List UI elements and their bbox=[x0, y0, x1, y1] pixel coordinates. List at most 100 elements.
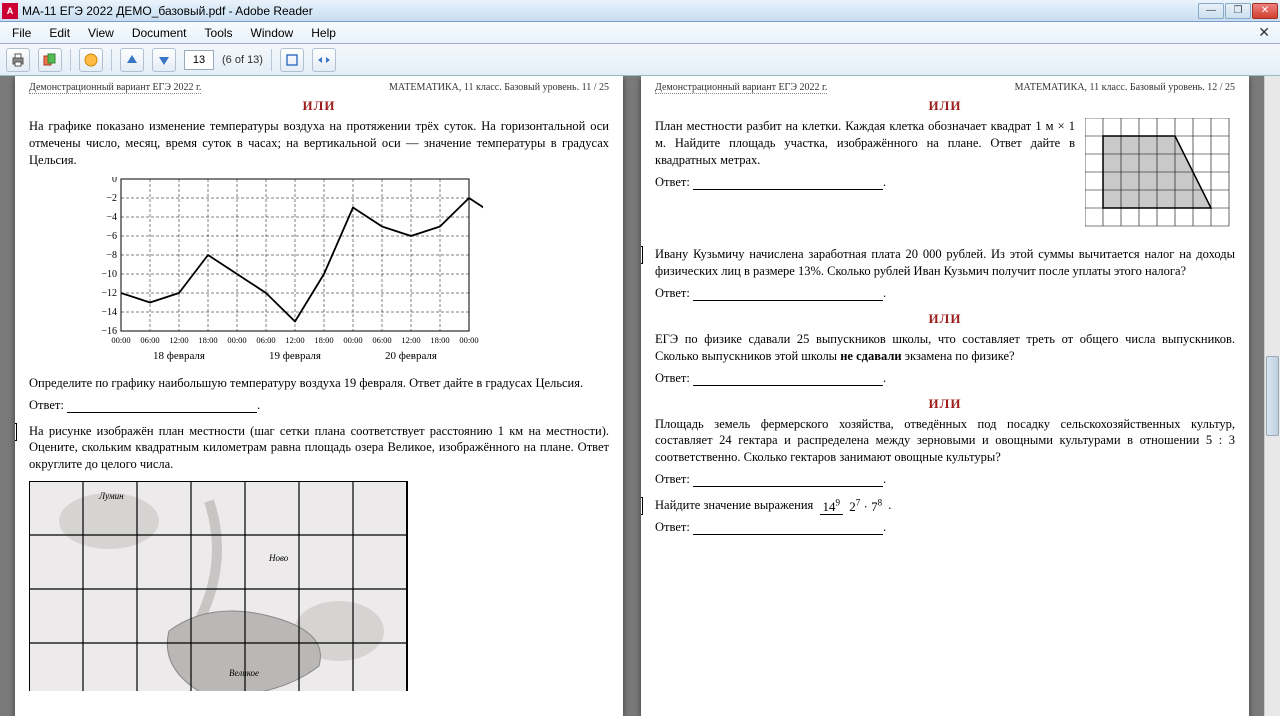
hdr-right: МАТЕМАТИКА, 11 класс. Базовый уровень. 1… bbox=[389, 82, 609, 94]
svg-text:Ново: Ново bbox=[268, 553, 289, 563]
svg-text:12:00: 12:00 bbox=[285, 335, 304, 345]
grid-problem: План местности разбит на клетки. Каждая … bbox=[655, 118, 1235, 190]
menu-tools[interactable]: Tools bbox=[197, 23, 241, 43]
collab-button[interactable] bbox=[79, 48, 103, 72]
menu-view[interactable]: View bbox=[80, 23, 122, 43]
svg-text:06:00: 06:00 bbox=[372, 335, 391, 345]
page-input[interactable] bbox=[184, 50, 214, 70]
map-svg: Лумин Ново Великое bbox=[29, 481, 409, 691]
svg-text:00:00: 00:00 bbox=[459, 335, 478, 345]
problem-text: ЕГЭ по физике сдавали 25 выпускников шко… bbox=[655, 331, 1235, 365]
window-buttons: — ❐ ✕ bbox=[1198, 3, 1278, 19]
svg-text:18:00: 18:00 bbox=[430, 335, 449, 345]
svg-text:12:00: 12:00 bbox=[169, 335, 188, 345]
svg-text:12:00: 12:00 bbox=[401, 335, 420, 345]
problem-text: Площадь земель фермерского хозяйства, от… bbox=[655, 416, 1235, 467]
menu-window[interactable]: Window bbox=[243, 23, 302, 43]
page-count: (6 of 13) bbox=[222, 54, 263, 66]
content-area: Демонстрационный вариант ЕГЭ 2022 г. МАТ… bbox=[0, 76, 1264, 716]
vertical-scrollbar[interactable] bbox=[1264, 76, 1280, 716]
svg-text:−12: −12 bbox=[101, 288, 117, 299]
svg-text:−14: −14 bbox=[101, 307, 117, 318]
arrow-up-icon bbox=[125, 53, 139, 67]
combine-icon bbox=[42, 52, 58, 68]
problem-text: Найдите значение выражения 149 27 · 78 . bbox=[655, 497, 1235, 514]
page-up-button[interactable] bbox=[120, 48, 144, 72]
or-label: ИЛИ bbox=[29, 98, 609, 114]
app-icon: A bbox=[2, 3, 18, 19]
chart-svg: 0−2−4−6−8−10−12−14−1600:0006:0012:0018:0… bbox=[93, 177, 483, 367]
svg-text:00:00: 00:00 bbox=[111, 335, 130, 345]
close-button[interactable]: ✕ bbox=[1252, 3, 1278, 19]
page-down-button[interactable] bbox=[152, 48, 176, 72]
svg-text:−8: −8 bbox=[106, 250, 117, 261]
map-figure: Лумин Ново Великое bbox=[29, 481, 609, 695]
problem-text: Определите по графику наибольшую темпера… bbox=[29, 375, 609, 392]
maximize-button[interactable]: ❐ bbox=[1225, 3, 1251, 19]
zoom-width-icon bbox=[316, 52, 332, 68]
answer-line: Ответ: . bbox=[655, 371, 1235, 386]
question-5: 5 На рисунке изображён план местности (ш… bbox=[29, 423, 609, 474]
menu-edit[interactable]: Edit bbox=[41, 23, 78, 43]
svg-text:−6: −6 bbox=[106, 231, 117, 242]
svg-text:Великое: Великое bbox=[229, 668, 259, 678]
zoom-fit-button[interactable] bbox=[280, 48, 304, 72]
svg-text:−10: −10 bbox=[101, 269, 117, 280]
svg-text:06:00: 06:00 bbox=[256, 335, 275, 345]
hdr-left: Демонстрационный вариант ЕГЭ 2022 г. bbox=[655, 82, 827, 94]
doc-close-icon[interactable]: ✕ bbox=[1252, 24, 1276, 41]
question-number: 5 bbox=[15, 423, 17, 441]
grid-figure bbox=[1085, 118, 1235, 234]
zoom-width-button[interactable] bbox=[312, 48, 336, 72]
problem-text: Ивану Кузьмичу начислена заработная плат… bbox=[655, 246, 1235, 280]
collab-icon bbox=[83, 52, 99, 68]
svg-text:19 февраля: 19 февраля bbox=[269, 350, 321, 362]
pdf-page-right: Демонстрационный вариант ЕГЭ 2022 г. МАТ… bbox=[641, 76, 1249, 716]
answer-line: Ответ: . bbox=[29, 398, 609, 413]
arrow-down-icon bbox=[157, 53, 171, 67]
combine-button[interactable] bbox=[38, 48, 62, 72]
titlebar: A МА-11 ЕГЭ 2022 ДЕМО_базовый.pdf - Adob… bbox=[0, 0, 1280, 22]
toolbar-sep bbox=[111, 49, 112, 71]
toolbar: (6 of 13) bbox=[0, 44, 1280, 76]
svg-text:18:00: 18:00 bbox=[314, 335, 333, 345]
scrollbar-thumb[interactable] bbox=[1266, 356, 1279, 436]
svg-text:06:00: 06:00 bbox=[140, 335, 159, 345]
window-title: МА-11 ЕГЭ 2022 ДЕМО_базовый.pdf - Adobe … bbox=[22, 4, 1198, 18]
problem-text: На рисунке изображён план местности (шаг… bbox=[29, 423, 609, 474]
temperature-chart: 0−2−4−6−8−10−12−14−1600:0006:0012:0018:0… bbox=[93, 177, 609, 371]
print-button[interactable] bbox=[6, 48, 30, 72]
menubar: File Edit View Document Tools Window Hel… bbox=[0, 22, 1280, 44]
problem-text: На графике показано изменение температур… bbox=[29, 118, 609, 169]
answer-line: Ответ: . bbox=[655, 286, 1235, 301]
question-number: 7 bbox=[641, 497, 643, 515]
svg-text:00:00: 00:00 bbox=[227, 335, 246, 345]
page-header: Демонстрационный вариант ЕГЭ 2022 г. МАТ… bbox=[29, 82, 609, 94]
svg-text:−2: −2 bbox=[106, 193, 117, 204]
menu-file[interactable]: File bbox=[4, 23, 39, 43]
svg-text:Лумин: Лумин bbox=[98, 491, 124, 501]
question-6: 6 Ивану Кузьмичу начислена заработная пл… bbox=[655, 246, 1235, 280]
answer-line: Ответ: . bbox=[655, 472, 1235, 487]
fraction: 149 27 · 78 bbox=[820, 499, 886, 513]
page-header: Демонстрационный вариант ЕГЭ 2022 г. МАТ… bbox=[655, 82, 1235, 94]
hdr-right: МАТЕМАТИКА, 11 класс. Базовый уровень. 1… bbox=[1015, 82, 1235, 94]
grid-svg bbox=[1085, 118, 1235, 230]
menu-document[interactable]: Document bbox=[124, 23, 195, 43]
print-icon bbox=[10, 52, 26, 68]
or-label: ИЛИ bbox=[655, 396, 1235, 412]
or-label: ИЛИ bbox=[655, 98, 1235, 114]
svg-text:0: 0 bbox=[112, 177, 117, 185]
svg-text:00:00: 00:00 bbox=[343, 335, 362, 345]
or-label: ИЛИ bbox=[655, 311, 1235, 327]
menu-help[interactable]: Help bbox=[303, 23, 344, 43]
toolbar-sep bbox=[70, 49, 71, 71]
svg-text:20 февраля: 20 февраля bbox=[385, 350, 437, 362]
svg-text:18 февраля: 18 февраля bbox=[153, 350, 205, 362]
minimize-button[interactable]: — bbox=[1198, 3, 1224, 19]
svg-text:−4: −4 bbox=[106, 212, 117, 223]
answer-line: Ответ: . bbox=[655, 520, 1235, 535]
zoom-fit-icon bbox=[284, 52, 300, 68]
pdf-page-left: Демонстрационный вариант ЕГЭ 2022 г. МАТ… bbox=[15, 76, 623, 716]
toolbar-sep bbox=[271, 49, 272, 71]
